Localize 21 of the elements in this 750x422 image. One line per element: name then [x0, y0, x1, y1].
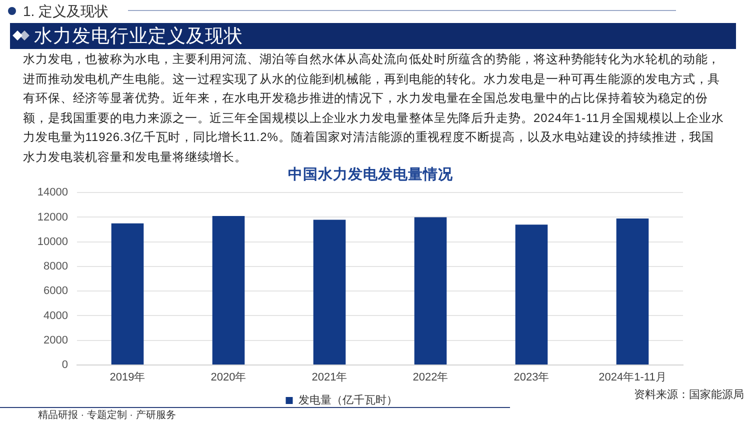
text: 水力发电行业定义及现状 — [34, 24, 243, 48]
y-tick-label: 2000 — [44, 334, 68, 346]
y-tick-label: 14000 — [37, 186, 68, 199]
legend-label: 发电量（亿千瓦时） — [298, 394, 398, 407]
y-tick-label: 8000 — [44, 260, 68, 273]
x-tick-label: 2023年 — [514, 372, 550, 384]
x-tick-label: 2020年 — [210, 372, 246, 384]
text: 水力发电，也被称为水电，主要利用河流、湖泊等自然水体从高处流向低处时所蕴含的势能，将这种势能转化为水轮机的动能，进而推动发电机产生电能。这一过程实现了从水的位能到机械能，再到电能的转化。水力发电是一种可再生能源的发电方式，具有环保、经济等显著优势。近年来，在水电开发稳步推进的情况下，水力发电量在全国总发电量中的占比保持着较为稳定的份额，是我国重要的电力来源之一。近三年全国规模以上企业水力发电量整体呈先降后升走势。2024年1-11月全国规模以上企业水力发电量为11926.3亿千瓦时，同比增长11.2%。随着国家对清洁能源的重视程度不断提高，以及水电站建设的持续推进，我国水力发电装机容量和发电量将继续增长。 — [23, 51, 725, 166]
text: 精品研报 · 专题定制 · 产研服务 — [38, 409, 176, 422]
text: 1. 定义及现状 — [23, 2, 109, 20]
chart-title: 中国水力发电发电量情况 — [288, 167, 453, 183]
y-tick-label: 6000 — [44, 285, 68, 298]
x-tick-label: 2024年1-11月 — [598, 372, 666, 384]
y-tick-label: 0 — [62, 359, 68, 372]
y-tick-label: 10000 — [37, 236, 68, 248]
y-tick-label: 12000 — [37, 211, 68, 224]
text: 资料来源：国家能源局 — [634, 388, 744, 402]
x-tick-label: 2019年 — [110, 372, 146, 384]
x-tick-label: 2021年 — [312, 372, 348, 384]
y-tick-label: 4000 — [44, 310, 68, 322]
x-tick-label: 2022年 — [412, 372, 448, 384]
